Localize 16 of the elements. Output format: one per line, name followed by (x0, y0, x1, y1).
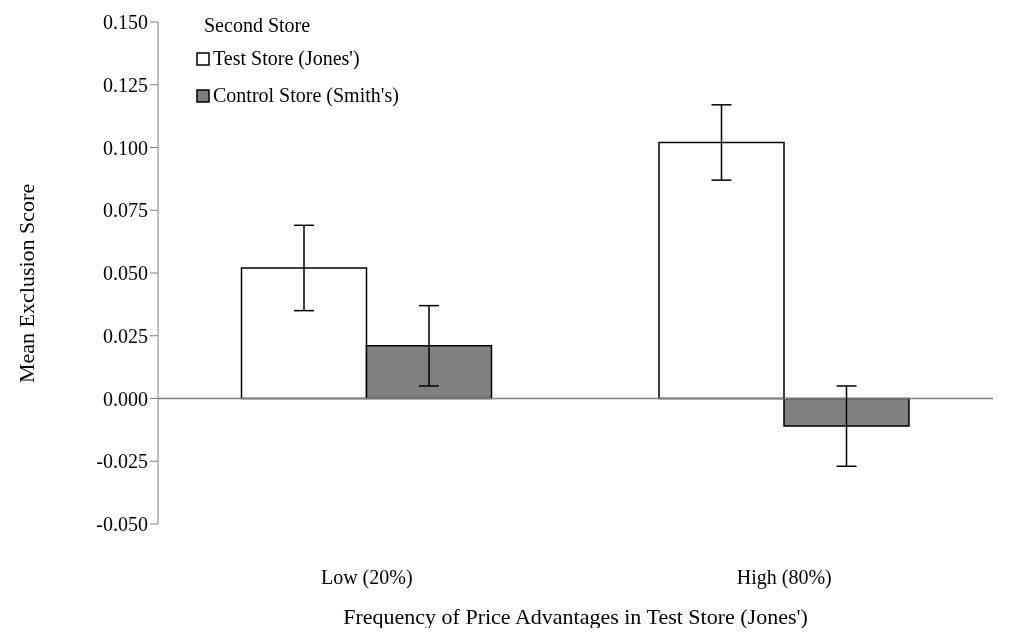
x-tick-label: Low (20%) (320, 566, 413, 590)
y-tick-label: 0.000 (103, 387, 148, 410)
legend-title: Second Store (204, 14, 312, 37)
y-tick-label: 0.125 (103, 73, 148, 96)
legend-label: Test Store (Jones') (213, 47, 360, 70)
x-axis-title: Frequency of Price Advantages in Test Store (Jones') (343, 604, 808, 629)
y-tick-label: -0.025 (96, 450, 148, 473)
x-tick-label: High (80%) (736, 566, 832, 590)
y-tick-label: 0.025 (103, 324, 148, 347)
y-tick-label: -0.050 (96, 513, 148, 536)
y-axis-title: Mean Exclusion Score (13, 183, 39, 383)
y-tick-label: 0.050 (103, 262, 148, 285)
y-tick-label: 0.100 (103, 136, 148, 159)
y-tick-label: 0.150 (103, 11, 148, 34)
y-tick-label: 0.075 (103, 199, 148, 222)
legend-label: Control Store (Smith's) (213, 84, 399, 107)
